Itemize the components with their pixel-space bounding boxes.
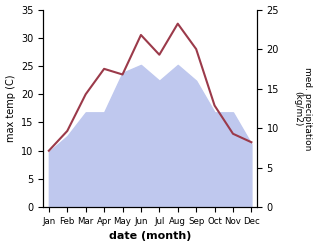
Y-axis label: med. precipitation
(kg/m2): med. precipitation (kg/m2) <box>293 67 313 150</box>
Y-axis label: max temp (C): max temp (C) <box>5 75 16 142</box>
X-axis label: date (month): date (month) <box>109 231 191 242</box>
